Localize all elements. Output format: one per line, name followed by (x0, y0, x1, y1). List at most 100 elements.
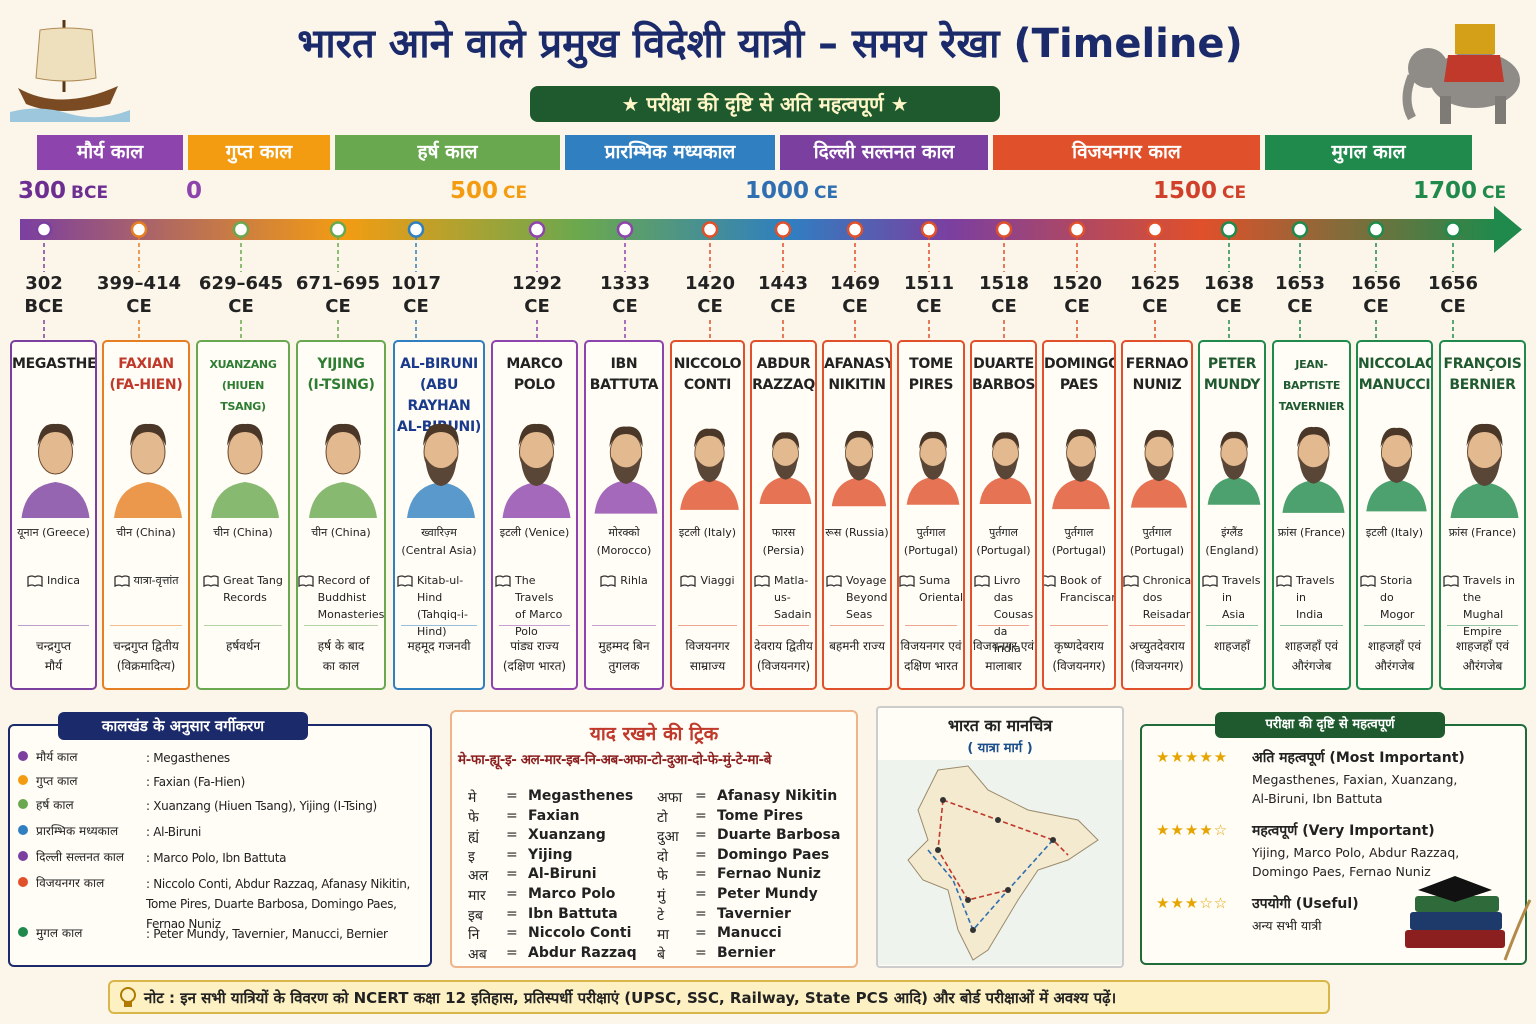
period-travelers: : Faxian (Fa-Hien) (146, 775, 246, 789)
year: 1017 (390, 273, 442, 294)
timeline-marker (1444, 221, 1462, 238)
period-travelers: : Megasthenes (146, 751, 230, 765)
period-travelers: : Marco Polo, Ibn Battuta (146, 851, 287, 865)
traveler-country: चीन (China) (213, 526, 273, 539)
year-label: 1653 CE (1250, 272, 1350, 318)
book-title: Rihla (620, 574, 648, 587)
period-travelers: : Xuanzang (Hiuen Tsang), Yijing (I-Tsin… (146, 799, 377, 813)
book-icon-shape (1276, 575, 1292, 587)
book-icon-shape (298, 575, 314, 587)
trick-equals: = (506, 944, 518, 961)
map-city (1005, 887, 1011, 893)
period-name: मुगल काल (36, 926, 83, 940)
traveler-country: फ्रांस (France) (1448, 526, 1517, 539)
portrait-beard (1145, 456, 1173, 482)
trick-syllable: मा (657, 927, 669, 944)
portrait-beard (425, 456, 457, 486)
portrait-body (680, 478, 739, 510)
portrait-body (1366, 479, 1427, 512)
year-label: 1292 CE (487, 272, 587, 318)
axis-unit: CE (1222, 183, 1247, 203)
portrait-body (407, 482, 475, 518)
trick-syllable: मे (468, 790, 477, 806)
era-band: विजयनगर काल (993, 135, 1260, 170)
card-divider (1129, 625, 1185, 626)
book-icon (1360, 575, 1376, 587)
rating-travelers: Megasthenes, Faxian, Xuanzang, Al-Biruni… (1252, 772, 1458, 806)
traveler-book: Travels in the Mughal Empire (1443, 572, 1522, 640)
book-title: Matla-us- Sadain (774, 574, 812, 621)
year-label: 1511 CE (879, 272, 979, 318)
traveler-name: ABDUR RAZZAQ (752, 356, 815, 393)
timeline-marker (130, 221, 148, 238)
trick-syllable: मुं (657, 888, 666, 904)
card-divider (1447, 625, 1518, 626)
portrait-body (502, 482, 571, 518)
trick-syllable: अफा (657, 790, 683, 806)
portrait-beard (773, 456, 798, 480)
book-icon-shape (495, 575, 511, 587)
year: 1518 (978, 273, 1030, 294)
traveler-country: फारस (Persia) (762, 526, 805, 557)
era: CE (770, 296, 796, 317)
traveler-name: FRANÇOIS BERNIER (1443, 356, 1522, 393)
book-icon (1276, 575, 1292, 587)
timeline-marker (920, 221, 938, 238)
card-divider (110, 625, 182, 626)
traveler-ruler: विजयनगर एवं मालाबार (972, 639, 1035, 673)
era: CE (842, 296, 868, 317)
timeline-marker (1291, 221, 1309, 238)
portrait-hair (1466, 423, 1503, 446)
importance-panel: ★★★★★ अति महत्वपूर्ण (Most Important) Mega… (1140, 724, 1527, 965)
period-dot (18, 751, 28, 761)
book-icon (1123, 575, 1139, 587)
book-title: Viaggi (700, 574, 735, 587)
book-title: Travels in the Mughal Empire (1463, 574, 1515, 638)
portrait (680, 428, 739, 510)
trick-equals: = (695, 807, 707, 824)
portrait-hair (844, 430, 874, 449)
traveler-ruler: विजयनगर साम्राज्य (685, 639, 730, 673)
trick-syllable: दो (657, 848, 669, 865)
map-title: भारत का मानचित्र (947, 716, 1053, 735)
traveler-book: Great Tang Records (200, 572, 286, 606)
trick-traveler: Xuanzang (528, 827, 606, 844)
timeline-marker (1220, 221, 1238, 238)
portrait-body (1450, 482, 1519, 518)
axis-year: 300 (18, 178, 67, 204)
traveler-book: Viaggi (674, 572, 741, 589)
period-name: मौर्य काल (36, 750, 78, 764)
portrait-hair (1144, 429, 1174, 449)
book-icon (298, 575, 314, 587)
axis-label: 300 BCE (18, 178, 108, 204)
trick-syllable: बे (657, 946, 665, 963)
traveler-country: इटली (Italy) (1365, 526, 1424, 539)
traveler-ruler: देवराय द्वितीय (विजयनगर) (754, 639, 813, 673)
trick-equals: = (695, 788, 707, 804)
card-divider (1280, 625, 1343, 626)
timeline-marker (616, 221, 634, 238)
traveler-card: NICCOLO CONTI इटली (Italy) Viaggi विजयनगर स… (670, 340, 745, 690)
timeline-marker (1367, 221, 1385, 238)
rating-stars: ★★★☆☆ (1156, 894, 1229, 912)
year-label: 1443 CE (733, 272, 833, 318)
book-icon (27, 575, 43, 587)
trick-equals: = (695, 905, 707, 922)
traveler-book: Livro das Cousas da India (974, 572, 1033, 657)
era: CE (916, 296, 942, 317)
trick-traveler: Bernier (717, 944, 776, 961)
axis-label: 500 CE (450, 178, 527, 204)
rating-label: उपयोगी (Useful) (1252, 896, 1359, 912)
card-divider (304, 625, 378, 626)
portrait (1282, 426, 1345, 513)
traveler-ruler: शाहजहाँ (1213, 639, 1251, 653)
portrait (831, 430, 887, 507)
book-title: Voyage Beyond Seas (846, 574, 888, 621)
book-icon-shape (600, 575, 616, 587)
timeline-marker (995, 221, 1013, 238)
era: CE (612, 296, 638, 317)
era: CE (126, 296, 152, 317)
traveler-ruler: हर्षवर्धन (225, 639, 261, 653)
traveler-country: पुर्तगाल (Portugal) (976, 526, 1031, 557)
portrait-beard (1468, 456, 1501, 486)
